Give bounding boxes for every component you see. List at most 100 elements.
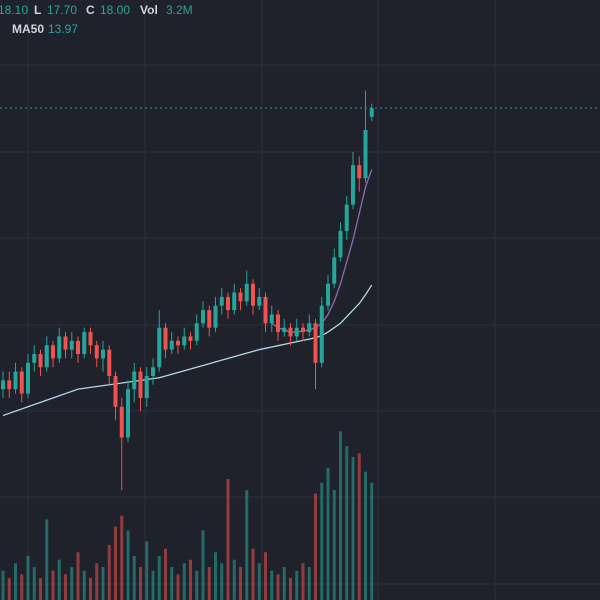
- candle-body: [201, 310, 205, 324]
- close-label: C: [86, 3, 95, 17]
- ma-label: MA50: [12, 22, 44, 36]
- candle-body: [351, 165, 355, 205]
- candle-body: [82, 332, 87, 355]
- candle-body: [7, 380, 12, 390]
- volume-bar: [239, 566, 242, 600]
- candle-body: [226, 296, 230, 311]
- volume-bar: [120, 515, 124, 600]
- volume-bar: [95, 563, 99, 600]
- volume-bar: [295, 570, 299, 600]
- ma-line: [2, 284, 373, 417]
- volume-bar: [332, 489, 336, 600]
- volume-bar: [207, 566, 211, 600]
- candle-body: [63, 336, 68, 350]
- volume-bar: [139, 566, 142, 600]
- volume-bar: [145, 541, 149, 600]
- candle-body: [163, 327, 168, 350]
- candle-body: [232, 292, 237, 311]
- volume-bar: [226, 478, 230, 600]
- candle-body: [144, 375, 149, 398]
- close-value: 18.00: [100, 3, 130, 17]
- volume-bar: [339, 431, 342, 600]
- volume-bar: [45, 519, 49, 600]
- candle-body: [157, 327, 162, 368]
- volume-bar: [164, 548, 167, 600]
- candle-body: [1, 380, 5, 390]
- candle-body: [26, 362, 30, 394]
- candle-body: [169, 340, 174, 350]
- candle-body: [207, 310, 212, 328]
- volume-bar: [26, 555, 30, 600]
- candle-body: [251, 283, 255, 306]
- volume-bar: [89, 577, 92, 600]
- volume-bar: [176, 574, 180, 600]
- volume-bar: [170, 566, 174, 600]
- volume-bar: [289, 577, 292, 600]
- vol-label: Vol: [140, 3, 158, 17]
- volume-bar: [264, 552, 267, 600]
- volume-bar: [214, 552, 217, 600]
- volume-bar: [39, 577, 42, 600]
- candle-body: [32, 354, 37, 363]
- volume-bar: [270, 570, 274, 600]
- ma-value: 13.97: [48, 22, 78, 36]
- volume-bar: [107, 544, 111, 600]
- candle-body: [332, 257, 337, 284]
- volume-bar: [101, 566, 105, 600]
- candle-body: [238, 292, 243, 302]
- volume-bar: [70, 566, 74, 600]
- candle-body: [257, 296, 262, 306]
- candle-body: [126, 389, 130, 438]
- candle-body: [319, 305, 324, 363]
- candle-body: [288, 327, 293, 337]
- candle-body: [176, 340, 180, 346]
- candle-body: [57, 336, 62, 359]
- candle-body: [188, 336, 193, 341]
- volume-bar: [251, 548, 255, 600]
- volume-bar: [157, 555, 161, 600]
- volume-bar: [1, 570, 5, 600]
- volume-bar: [76, 552, 80, 600]
- volume-bar: [326, 467, 330, 600]
- plot: [0, 90, 600, 600]
- candle-body: [19, 371, 24, 394]
- volume-bar: [114, 526, 117, 600]
- volume-bar: [201, 530, 205, 600]
- volume-bar: [276, 574, 280, 600]
- candle-body: [276, 314, 280, 333]
- candle-body: [338, 231, 343, 258]
- header: 18.10 L 17.70 C 18.00 Vol 3.2M MA50 13.9…: [0, 3, 193, 36]
- volume-bar: [282, 566, 286, 600]
- volume-bar: [257, 563, 261, 600]
- volume-bar: [189, 559, 192, 600]
- candle-body: [138, 371, 143, 398]
- volume-bar: [132, 555, 136, 600]
- candle-body: [94, 345, 99, 359]
- candle-body: [88, 332, 93, 346]
- volume-bar: [364, 471, 367, 600]
- volume-bar: [220, 563, 224, 600]
- volume-bar: [20, 574, 24, 600]
- candle-body: [113, 375, 118, 407]
- candle-body: [119, 406, 124, 438]
- candle-body: [38, 354, 43, 368]
- candle-body: [151, 367, 155, 376]
- candle-body: [294, 327, 299, 337]
- vol-value: 3.2M: [166, 3, 193, 17]
- candle-body: [107, 349, 112, 376]
- volume-bar: [301, 563, 305, 600]
- candle-body: [307, 323, 312, 333]
- volume-bar: [245, 489, 249, 600]
- volume-bar: [14, 563, 17, 600]
- volume-bar: [307, 566, 311, 600]
- candle-body: [313, 323, 318, 363]
- candle-body: [76, 340, 80, 355]
- volume-bar: [320, 482, 324, 600]
- candle-body: [194, 323, 199, 341]
- candle-body: [282, 327, 287, 333]
- candle-body: [13, 371, 18, 390]
- candle-body: [51, 345, 55, 359]
